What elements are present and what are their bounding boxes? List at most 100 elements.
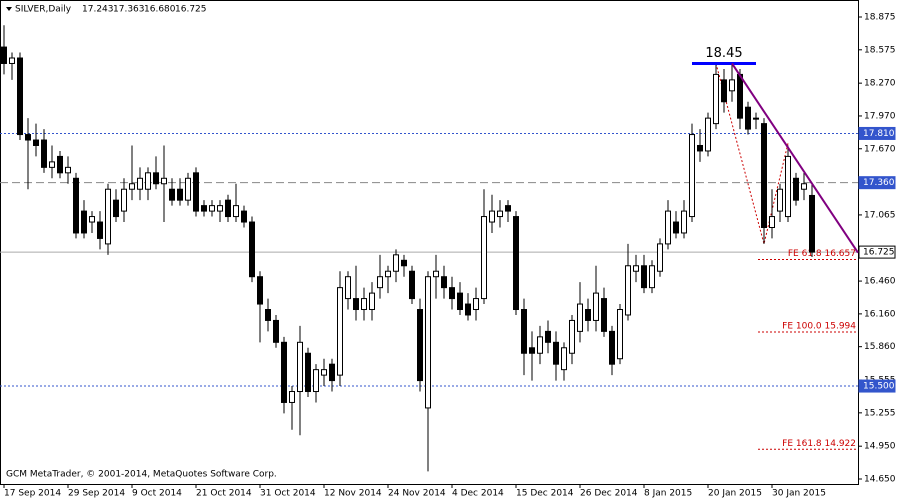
x-tick-label: 29 Sep 2014 <box>68 489 125 499</box>
x-tick-label: 31 Oct 2014 <box>260 489 316 499</box>
candle-body <box>241 210 247 223</box>
y-tick-label: 16.160 <box>864 309 896 319</box>
y-tick-label: 14.650 <box>864 475 896 485</box>
candle-body <box>169 188 175 201</box>
candle-body <box>681 210 687 234</box>
candle-body <box>521 309 527 354</box>
candle-body <box>97 221 103 239</box>
x-tick-label: 15 Dec 2014 <box>516 489 574 499</box>
candle-body <box>209 205 215 212</box>
level-tag-label: 17.360 <box>863 178 895 188</box>
trendline <box>731 62 859 254</box>
ohlc-high: 17.363 <box>113 5 145 15</box>
candle-body <box>65 166 71 174</box>
candle-body <box>785 155 791 218</box>
candle-body <box>225 199 231 218</box>
candle-body <box>121 188 127 212</box>
candle-body <box>529 347 535 354</box>
candle-body <box>713 73 719 125</box>
candle-body <box>561 347 567 371</box>
candle-body <box>89 216 95 223</box>
x-tick-label: 9 Oct 2014 <box>132 489 182 499</box>
candle-body <box>673 221 679 234</box>
candle-body <box>697 144 703 152</box>
candle-body <box>305 352 311 393</box>
y-tick-label: 15.255 <box>864 408 896 418</box>
x-tick-label: 12 Nov 2014 <box>324 489 382 499</box>
candle-body <box>553 341 559 365</box>
candle-body <box>57 155 63 174</box>
candle-body <box>249 221 255 278</box>
x-tick-label: 4 Dec 2014 <box>452 489 504 499</box>
candle-body <box>545 330 551 343</box>
level-tag <box>858 176 896 190</box>
candle-body <box>353 298 359 311</box>
candle-body <box>385 270 391 278</box>
candle-body <box>9 57 15 64</box>
x-tick-label: 21 Oct 2014 <box>196 489 252 499</box>
candle-body <box>265 309 271 321</box>
candle-body <box>689 134 695 218</box>
candle-body <box>425 276 431 409</box>
candle-body <box>217 205 223 212</box>
x-tick-label: 17 Sep 2014 <box>4 489 61 499</box>
candle-body <box>745 106 751 130</box>
candle-body <box>593 292 599 321</box>
candle-body <box>25 134 31 141</box>
candle-body <box>113 199 119 218</box>
y-tick-label: 16.460 <box>864 277 896 287</box>
candle-body <box>369 292 375 311</box>
candle-body <box>793 177 799 201</box>
candle-body <box>809 194 815 253</box>
candle-body <box>449 287 455 300</box>
level-tag-label: 15.500 <box>863 382 895 392</box>
candle-body <box>641 265 647 289</box>
level-tag-label: 16.725 <box>863 248 895 258</box>
candle-body <box>73 177 79 234</box>
x-tick-label: 24 Nov 2014 <box>388 489 446 499</box>
candle-body <box>609 330 615 365</box>
x-tick-label: 8 Jan 2015 <box>644 489 692 499</box>
level-tag-label: 17.810 <box>863 129 895 139</box>
x-tick-label: 20 Jan 2015 <box>708 489 762 499</box>
candle-body <box>81 210 87 234</box>
candle-body <box>257 276 263 305</box>
y-tick-label: 18.270 <box>864 79 896 89</box>
level-tag <box>858 126 896 140</box>
candle-body <box>497 210 503 218</box>
y-tick-label: 15.860 <box>864 342 896 352</box>
candle-body <box>737 73 743 119</box>
candle-body <box>49 161 55 168</box>
level-tag <box>858 379 896 393</box>
candle-body <box>233 205 239 218</box>
candle-body <box>465 303 471 316</box>
candle-body <box>489 210 495 223</box>
candle-body <box>161 177 167 185</box>
candle-body <box>153 172 159 185</box>
candle-body <box>145 172 151 190</box>
candle-body <box>537 336 543 354</box>
candle-body <box>177 188 183 201</box>
candle-body <box>569 319 575 354</box>
plot-frame <box>0 0 859 485</box>
candle-body <box>513 216 519 311</box>
fibo-label: FE 61.8 16.657 <box>788 249 856 259</box>
candle-body <box>345 276 351 300</box>
y-tick-label: 14.950 <box>864 442 896 452</box>
candle-body <box>417 309 423 382</box>
candle-body <box>297 341 303 393</box>
candle-body <box>617 309 623 360</box>
candle-body <box>473 298 479 311</box>
chart-title: SILVER,Daily <box>15 5 72 15</box>
candle-body <box>201 205 207 212</box>
y-tick-label: 17.970 <box>864 111 896 121</box>
x-tick-label: 30 Jan 2015 <box>772 489 826 499</box>
candle-body <box>33 139 39 146</box>
y-tick-label: 18.575 <box>864 45 896 55</box>
candle-body <box>649 265 655 289</box>
candle-body <box>41 139 47 168</box>
menu-arrow[interactable] <box>6 7 12 11</box>
candle-body <box>329 363 335 382</box>
